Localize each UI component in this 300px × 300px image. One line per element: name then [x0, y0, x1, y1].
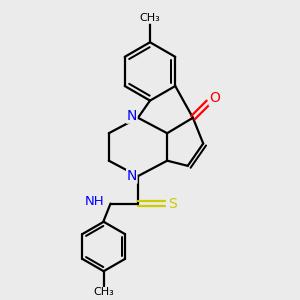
Text: N: N [127, 169, 137, 183]
Text: NH: NH [85, 195, 104, 208]
Text: N: N [127, 109, 137, 123]
Text: S: S [169, 196, 177, 211]
Text: O: O [209, 91, 220, 105]
Text: CH₃: CH₃ [140, 13, 160, 23]
Text: CH₃: CH₃ [93, 287, 114, 298]
